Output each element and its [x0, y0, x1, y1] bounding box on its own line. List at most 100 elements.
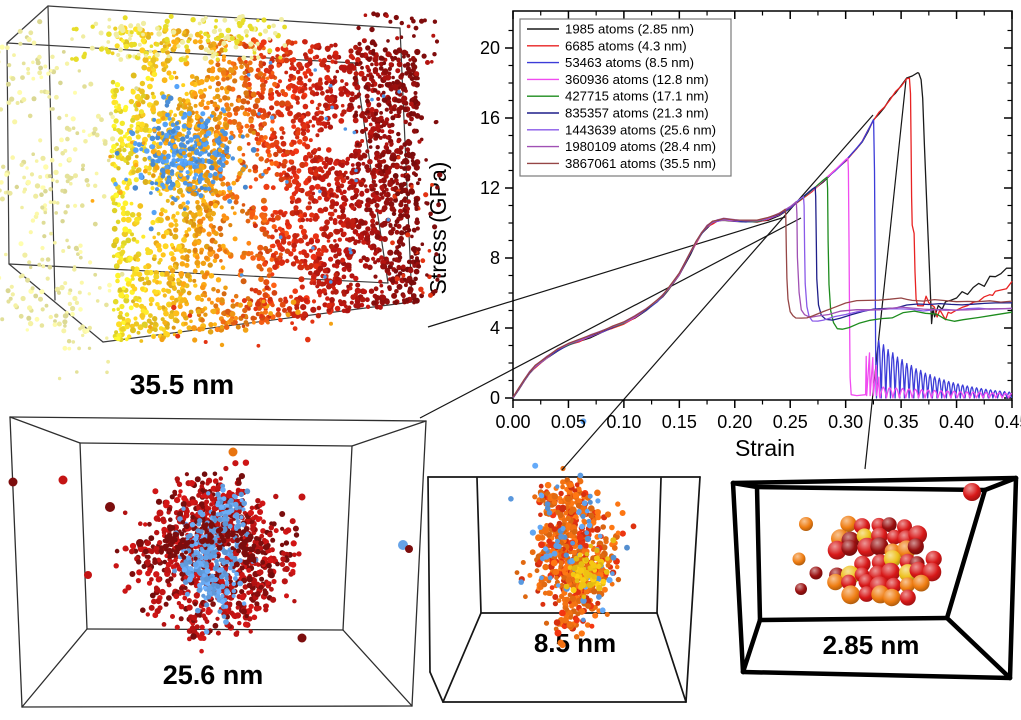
atom-blue — [186, 110, 192, 117]
atom — [222, 55, 226, 59]
atom — [217, 190, 222, 195]
atom — [160, 252, 166, 258]
atom — [312, 281, 317, 286]
atom — [125, 317, 131, 324]
atom — [150, 77, 154, 82]
atom — [163, 310, 169, 317]
atom — [393, 85, 399, 91]
atom — [245, 218, 251, 224]
atom-pale — [59, 137, 64, 143]
atom — [333, 160, 339, 166]
atom — [153, 585, 159, 591]
atom — [384, 187, 389, 192]
atom — [210, 308, 217, 315]
atom — [394, 280, 399, 285]
atom — [335, 69, 340, 74]
atom — [186, 290, 192, 296]
atom — [396, 283, 403, 290]
atom — [113, 238, 118, 244]
atom-blue — [203, 186, 208, 191]
atom-dark — [399, 190, 404, 195]
atom-pale — [223, 47, 228, 53]
atom-dark — [370, 51, 376, 56]
atom — [224, 102, 230, 108]
atom-pale — [63, 281, 68, 286]
atom — [190, 212, 195, 217]
atom — [317, 110, 322, 115]
atom — [294, 185, 300, 191]
snapshot-label-2-85-nm: 2.85 nm — [823, 630, 920, 660]
atom — [195, 168, 200, 173]
atom-blue — [192, 164, 198, 170]
atom — [174, 135, 179, 140]
atom-pale — [37, 70, 43, 76]
atom — [378, 304, 382, 309]
atom-pale — [80, 324, 85, 330]
atom-blue — [124, 177, 128, 182]
atom — [212, 322, 217, 327]
atom — [390, 122, 395, 128]
atom — [146, 102, 153, 108]
atom — [111, 143, 117, 150]
atom — [296, 169, 301, 174]
atom-pale — [78, 250, 83, 254]
atom — [315, 284, 320, 289]
atom — [232, 78, 238, 84]
atom — [261, 299, 266, 304]
atom — [314, 43, 320, 49]
atom — [193, 95, 198, 100]
atom — [172, 144, 178, 149]
atom-blue — [239, 515, 244, 520]
atom — [108, 154, 113, 159]
atom — [178, 489, 183, 494]
atom-blue — [204, 602, 210, 608]
atom — [135, 578, 141, 584]
atom-blue — [224, 604, 229, 609]
atom-pale — [54, 65, 59, 71]
atom — [265, 76, 270, 81]
atom — [305, 336, 311, 343]
atom — [140, 286, 145, 292]
atom-dark — [375, 145, 380, 150]
atom — [248, 185, 253, 189]
atom — [192, 337, 198, 343]
atom — [344, 262, 351, 269]
atom-blue — [397, 90, 401, 94]
atom-pale — [66, 339, 72, 344]
atom — [229, 102, 234, 107]
atom — [184, 283, 190, 289]
atom — [348, 53, 354, 59]
atom — [274, 228, 278, 233]
atom — [251, 320, 256, 325]
atom-dark — [392, 157, 397, 162]
atom-dark — [230, 546, 235, 551]
atom-pale — [217, 28, 222, 33]
atom — [371, 179, 376, 184]
atom — [247, 509, 254, 517]
atom — [163, 499, 170, 506]
atom — [302, 39, 308, 45]
atom — [129, 571, 136, 577]
atom — [214, 326, 221, 333]
atom — [284, 221, 291, 227]
atom — [188, 165, 193, 170]
atom-blue — [199, 150, 204, 155]
atom — [176, 188, 184, 195]
atom — [275, 561, 280, 567]
atom — [186, 598, 192, 604]
atom — [181, 201, 186, 206]
atom — [237, 98, 242, 103]
atom-pale — [78, 243, 83, 248]
atom — [133, 177, 139, 183]
atom — [111, 201, 116, 206]
atom-blue — [181, 506, 186, 511]
atom — [177, 303, 183, 309]
atom — [345, 175, 350, 180]
atom-pale — [65, 136, 70, 142]
atom — [209, 300, 214, 305]
atom — [382, 68, 389, 75]
atom — [366, 73, 370, 78]
atom — [332, 218, 338, 223]
atom — [401, 100, 406, 105]
atom — [259, 64, 264, 69]
